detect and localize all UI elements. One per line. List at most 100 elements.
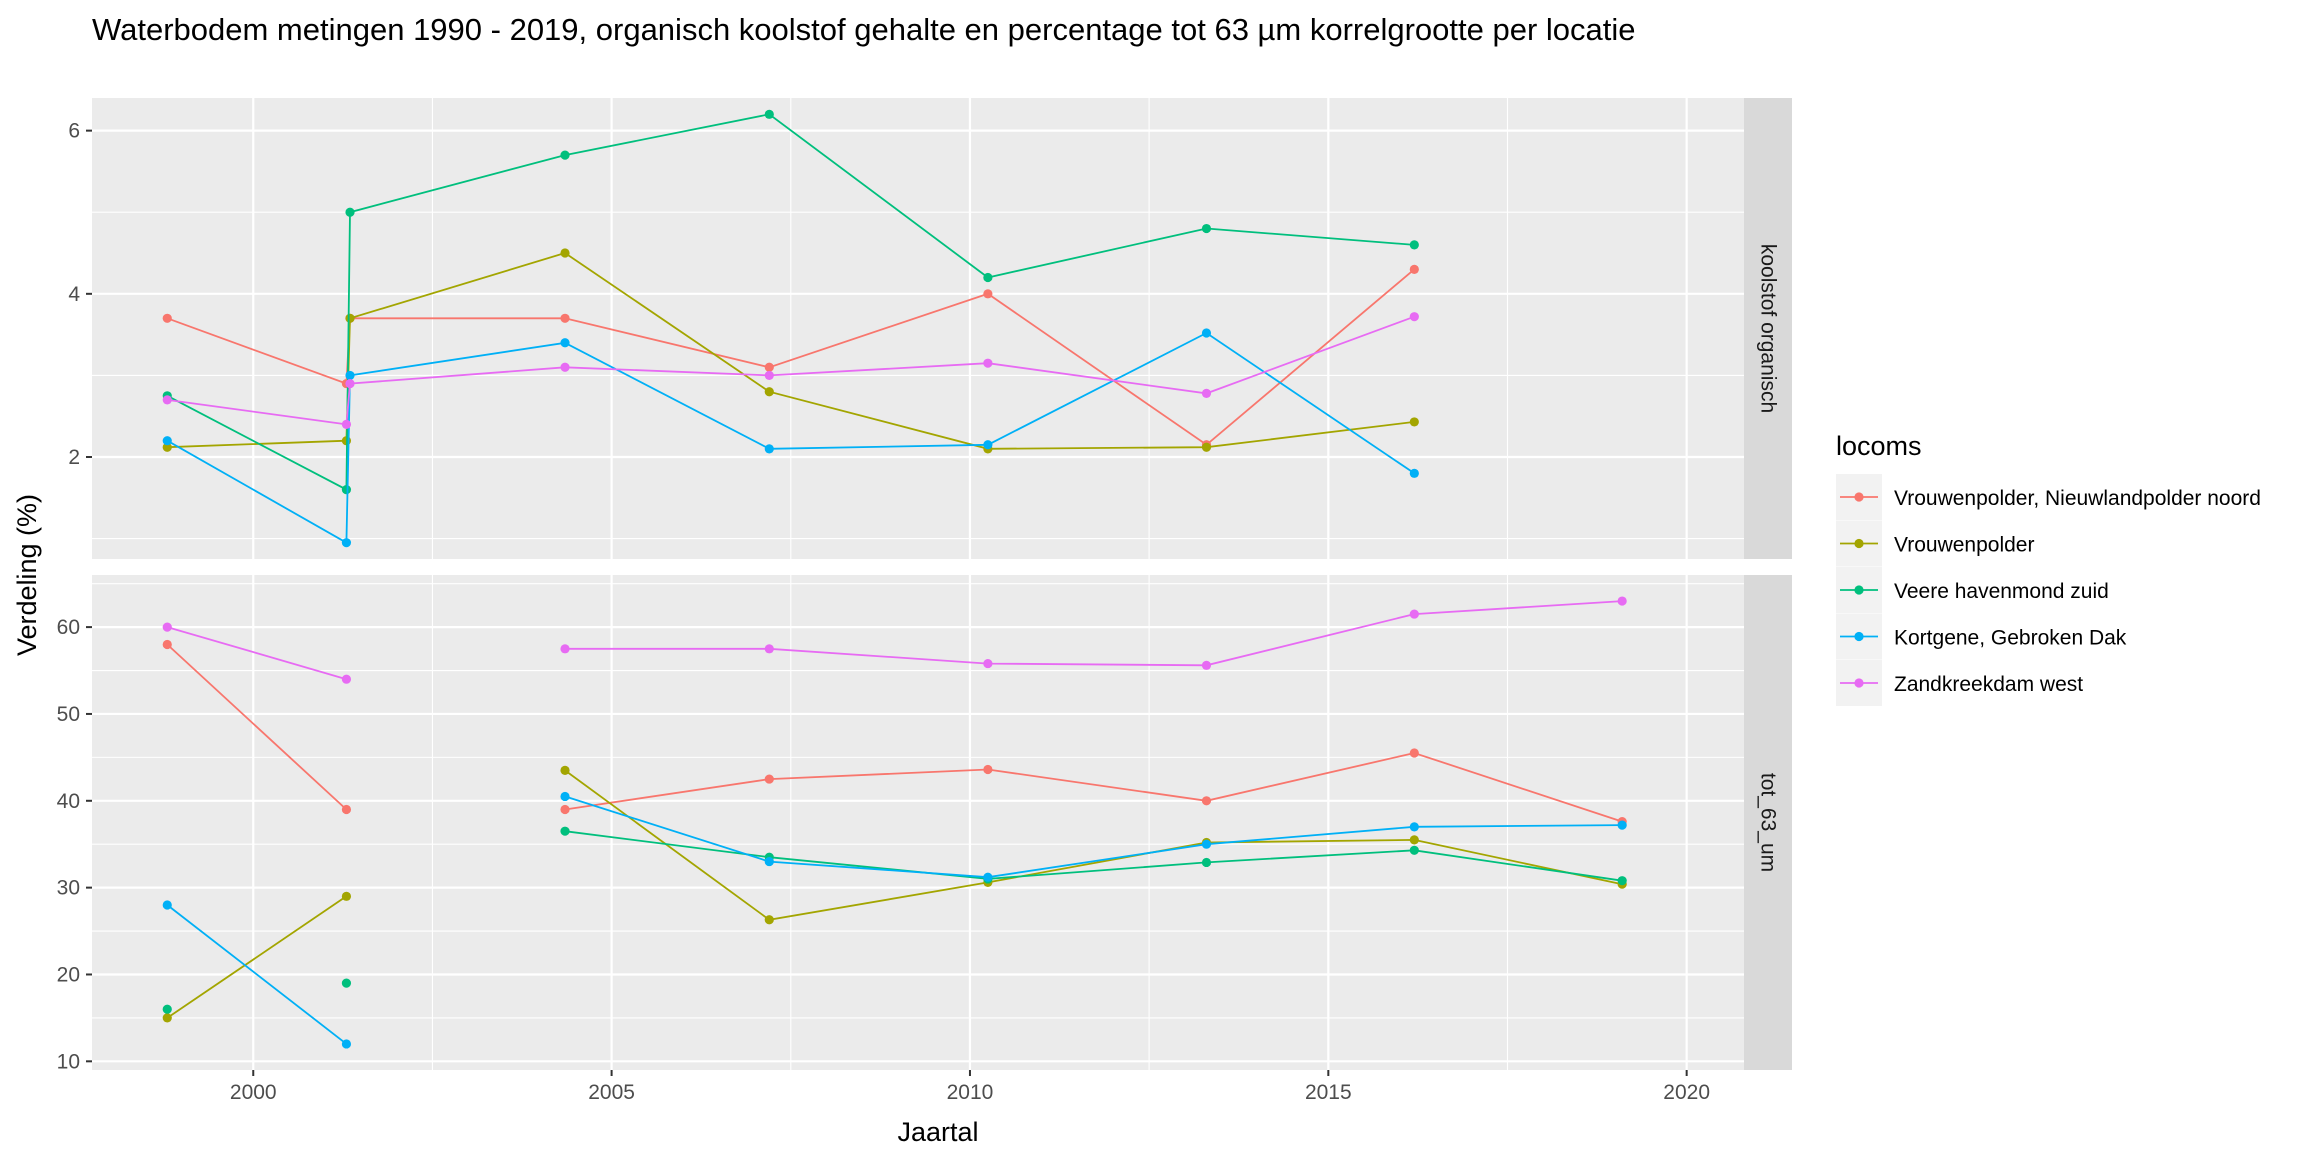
panel-background (92, 98, 1744, 559)
data-point (162, 622, 172, 632)
series-5 (162, 312, 1419, 429)
series-4 (162, 328, 1419, 548)
data-point (560, 765, 570, 775)
data-point (764, 856, 774, 867)
data-point (162, 639, 172, 650)
data-point (764, 387, 774, 397)
y-tick-label: 10 (57, 1050, 80, 1073)
legend-key-point (1854, 678, 1864, 688)
data-point (983, 658, 993, 669)
data-point (1201, 796, 1212, 806)
data-point (1201, 839, 1212, 849)
y-tick-label: 50 (57, 703, 80, 726)
legend-label: Kortgene, Gebroken Dak (1894, 627, 2127, 650)
data-point (341, 419, 352, 429)
series-line (166, 113, 1415, 492)
data-point (345, 370, 355, 381)
legend-item: Vrouwenpolder, Nieuwlandpolder noord (1836, 474, 2261, 520)
panel-2: 10 20 30 40 50 60 tot_63_um (57, 575, 1792, 1073)
data-point (1409, 468, 1419, 478)
data-point (560, 644, 570, 654)
series-5 (162, 596, 1627, 684)
data-point (560, 362, 570, 372)
data-point (341, 978, 352, 988)
data-point (764, 362, 774, 372)
data-point (560, 248, 570, 258)
data-point (983, 872, 993, 882)
data-point (560, 791, 570, 802)
data-point (560, 804, 570, 815)
data-point (341, 804, 352, 815)
data-point (1409, 312, 1419, 322)
panel-background (92, 575, 1744, 1070)
data-point (764, 774, 774, 784)
data-point (1201, 223, 1212, 234)
data-point (162, 442, 172, 452)
series-line (166, 331, 1415, 545)
x-axis-title: Jaartal (897, 1117, 978, 1147)
data-point (341, 674, 352, 684)
data-point (1409, 822, 1419, 832)
data-point (560, 150, 570, 160)
data-point (162, 313, 172, 323)
legend-key-point (1854, 538, 1864, 549)
y-tick-label: 2 (68, 446, 80, 469)
chart-panels: 2 4 6 koolstof organisch 10 20 30 40 50 60 tot_63_… (57, 98, 1792, 1104)
y-tick-label: 4 (68, 283, 80, 306)
data-point (341, 538, 352, 548)
data-point (764, 915, 774, 925)
legend-item: Zandkreekdam west (1836, 660, 2083, 706)
facet-strip-label: koolstof organisch (1757, 244, 1780, 413)
series-line (564, 830, 1623, 882)
data-point (764, 444, 774, 454)
data-point (983, 440, 993, 450)
data-point (764, 644, 774, 654)
legend-key-point (1854, 585, 1864, 595)
facet-strip (1744, 98, 1792, 559)
data-point (341, 485, 352, 495)
facet-strip (1744, 575, 1792, 1070)
legend-label: Zandkreekdam west (1894, 673, 2083, 696)
series-line (166, 769, 1623, 1019)
y-tick-label: 40 (57, 790, 80, 813)
data-point (1617, 596, 1627, 606)
x-tick-label: 2015 (1305, 1081, 1352, 1104)
legend-item: Veere havenmond zuid (1836, 567, 2109, 613)
legend: locoms Vrouwenpolder, Nieuwlandpolder no… (1836, 431, 2261, 706)
data-point (345, 378, 355, 389)
data-point (560, 826, 570, 836)
data-point (1409, 240, 1419, 250)
data-point (1201, 328, 1212, 338)
data-point (1201, 388, 1212, 398)
y-tick-label: 60 (57, 616, 80, 639)
data-point (162, 900, 172, 910)
x-tick-label: 2005 (588, 1081, 635, 1104)
facet-strip-label: tot_63_um (1757, 773, 1780, 872)
data-point (162, 1004, 172, 1014)
x-tick-label: 2000 (230, 1081, 277, 1104)
data-point (341, 891, 352, 901)
x-axis: 2000 2005 2010 2015 2020 (230, 1070, 1710, 1104)
data-point (560, 313, 570, 323)
legend-label: Vrouwenpolder, Nieuwlandpolder noord (1894, 487, 2261, 510)
y-tick-label: 20 (57, 963, 80, 986)
data-point (1201, 442, 1212, 452)
data-point (1617, 876, 1627, 886)
data-point (162, 436, 172, 446)
series-4 (162, 791, 1627, 1049)
y-tick-label: 30 (57, 877, 80, 900)
series-3 (162, 109, 1419, 495)
series-line (166, 643, 1623, 823)
chart-title: Waterbodem metingen 1990 - 2019, organis… (92, 12, 1636, 47)
data-point (1409, 845, 1419, 855)
data-point (162, 395, 172, 405)
legend-label: Veere havenmond zuid (1894, 580, 2109, 603)
data-point (1409, 748, 1419, 758)
data-point (1409, 417, 1419, 427)
data-point (1409, 264, 1419, 274)
data-point (1201, 660, 1212, 670)
data-point (983, 289, 993, 299)
data-point (983, 358, 993, 368)
data-point (560, 338, 570, 348)
y-tick-label: 6 (68, 120, 80, 143)
